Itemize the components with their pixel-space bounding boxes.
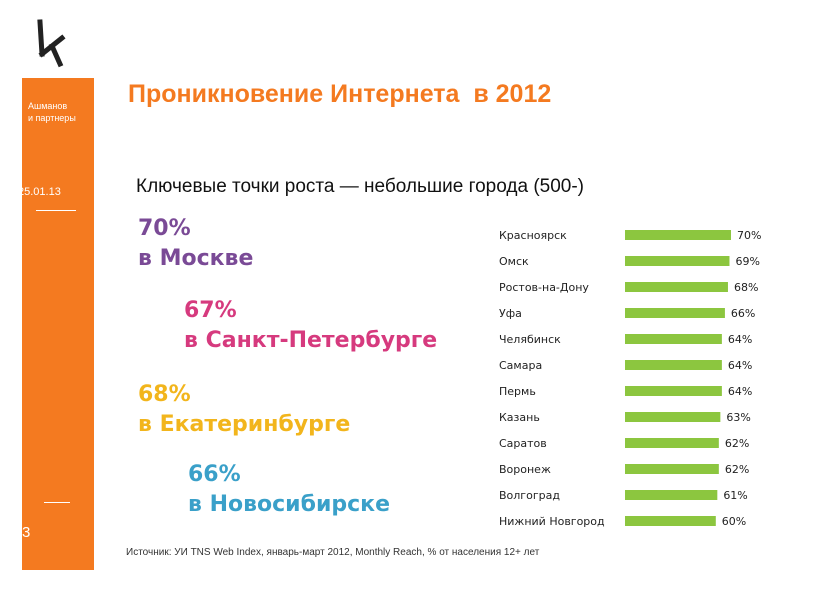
- highlight-value: 67%: [184, 298, 237, 323]
- highlight-value: 68%: [138, 382, 191, 407]
- category-label: Омск: [499, 255, 529, 268]
- highlight-ekaterinburg: 68% в Екатеринбурге: [138, 380, 350, 440]
- city-bar-chart: Красноярск 70% Омск 69% Ростов-на-Дону 68% Уфа…: [499, 229, 761, 528]
- category-label: Самара: [499, 359, 542, 372]
- source-note: Источник: УИ TNS Web Index, январь-март …: [126, 547, 540, 558]
- bar: [625, 282, 728, 292]
- bar: [625, 230, 731, 240]
- data-label: 68%: [734, 281, 758, 294]
- category-label: Нижний Новгород: [499, 515, 605, 528]
- slide-date: 25.01.13: [18, 186, 61, 198]
- data-label: 62%: [725, 437, 749, 450]
- category-label: Волгоград: [499, 489, 560, 502]
- divider: [44, 502, 70, 503]
- highlight-value: 66%: [188, 462, 241, 487]
- category-label: Ростов-на-Дону: [499, 281, 589, 294]
- page-title: Проникновение Интернета в 2012: [128, 80, 552, 108]
- data-label: 61%: [723, 489, 747, 502]
- highlight-novosibirsk: 66% в Новосибирске: [188, 460, 390, 520]
- bar: [625, 412, 721, 422]
- highlight-label: в Санкт-Петербурге: [184, 328, 438, 353]
- highlight-value: 70%: [138, 216, 191, 241]
- bar: [625, 464, 719, 474]
- category-label: Саратов: [499, 437, 547, 450]
- bar: [625, 490, 718, 500]
- highlight-label: в Екатеринбурге: [138, 412, 351, 437]
- bar: [625, 438, 719, 448]
- bar: [625, 334, 722, 344]
- data-label: 64%: [728, 385, 752, 398]
- highlight-label: в Новосибирске: [188, 492, 391, 517]
- data-label: 62%: [725, 463, 749, 476]
- bar: [625, 360, 722, 370]
- category-label: Красноярск: [499, 229, 567, 242]
- category-label: Уфа: [499, 307, 522, 320]
- bar: [625, 256, 730, 266]
- page-number: 3: [22, 524, 31, 541]
- bar: [625, 308, 725, 318]
- divider: [36, 210, 76, 211]
- bar: [625, 516, 716, 526]
- highlight-moscow: 70% в Москве: [138, 214, 253, 274]
- highlight-spb: 67% в Санкт-Петербурге: [184, 296, 437, 356]
- category-label: Челябинск: [499, 333, 561, 346]
- brand-line-1: Ашманов: [28, 101, 68, 111]
- data-label: 64%: [728, 333, 752, 346]
- brand-line-2: и партнеры: [28, 113, 76, 123]
- category-label: Казань: [499, 411, 540, 424]
- sidebar: [22, 78, 94, 570]
- data-label: 63%: [726, 411, 750, 424]
- data-label: 66%: [731, 307, 755, 320]
- logo-icon: [37, 19, 66, 68]
- data-label: 60%: [722, 515, 746, 528]
- brand-name: Ашманов и партнеры: [28, 100, 92, 124]
- category-label: Воронеж: [499, 463, 551, 476]
- category-label: Пермь: [499, 385, 536, 398]
- data-label: 64%: [728, 359, 752, 372]
- bar: [625, 386, 722, 396]
- data-label: 70%: [737, 229, 761, 242]
- data-label: 69%: [735, 255, 759, 268]
- page-subtitle: Ключевые точки роста — небольшие города …: [136, 176, 585, 197]
- highlight-label: в Москве: [138, 246, 254, 271]
